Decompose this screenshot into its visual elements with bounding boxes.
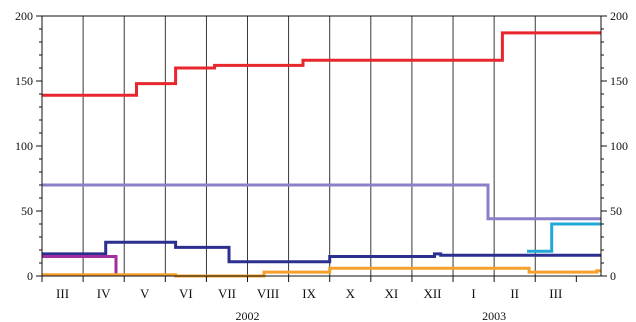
series-lines	[42, 31, 601, 278]
series-line-2	[42, 183, 601, 221]
x-tick-label-month: X	[346, 286, 356, 301]
series-line-6	[527, 222, 601, 253]
x-tick-label-month: V	[140, 286, 150, 301]
x-tick-label-month: XII	[423, 286, 441, 301]
series-line-5	[42, 266, 601, 278]
x-tick-label-month: III	[549, 286, 562, 301]
x-tick-label-month: XI	[385, 286, 399, 301]
y-tick-label-left: 150	[15, 74, 33, 88]
axes	[36, 15, 607, 282]
y-tick-label-right: 200	[610, 9, 628, 23]
series-line-3	[42, 240, 601, 264]
y-tick-label-left: 200	[15, 9, 33, 23]
x-tick-label-month: II	[510, 286, 519, 301]
plot-frame	[41, 15, 602, 277]
x-year-label: 2003	[482, 309, 506, 322]
y-tick-label-left: 100	[15, 139, 33, 153]
y-tick-label-right: 50	[610, 204, 622, 218]
x-tick-label-month: IX	[302, 286, 316, 301]
x-tick-label-month: VIII	[257, 286, 279, 301]
y-tick-label-left: 50	[21, 204, 33, 218]
y-tick-label-right: 100	[610, 139, 628, 153]
x-tick-label-month: VI	[179, 286, 193, 301]
x-tick-label-month: I	[471, 286, 475, 301]
grid-lines	[82, 16, 536, 276]
x-tick-label-month: VII	[218, 286, 236, 301]
x-tick-label-month: IV	[97, 286, 111, 301]
y-tick-label-right: 150	[610, 74, 628, 88]
y-tick-label-left: 0	[27, 269, 33, 283]
y-tick-label-right: 0	[610, 269, 616, 283]
x-tick-label-month: III	[56, 286, 69, 301]
x-year-label: 2002	[236, 309, 260, 322]
series-line-4	[42, 255, 118, 274]
series-line-1	[42, 31, 601, 97]
